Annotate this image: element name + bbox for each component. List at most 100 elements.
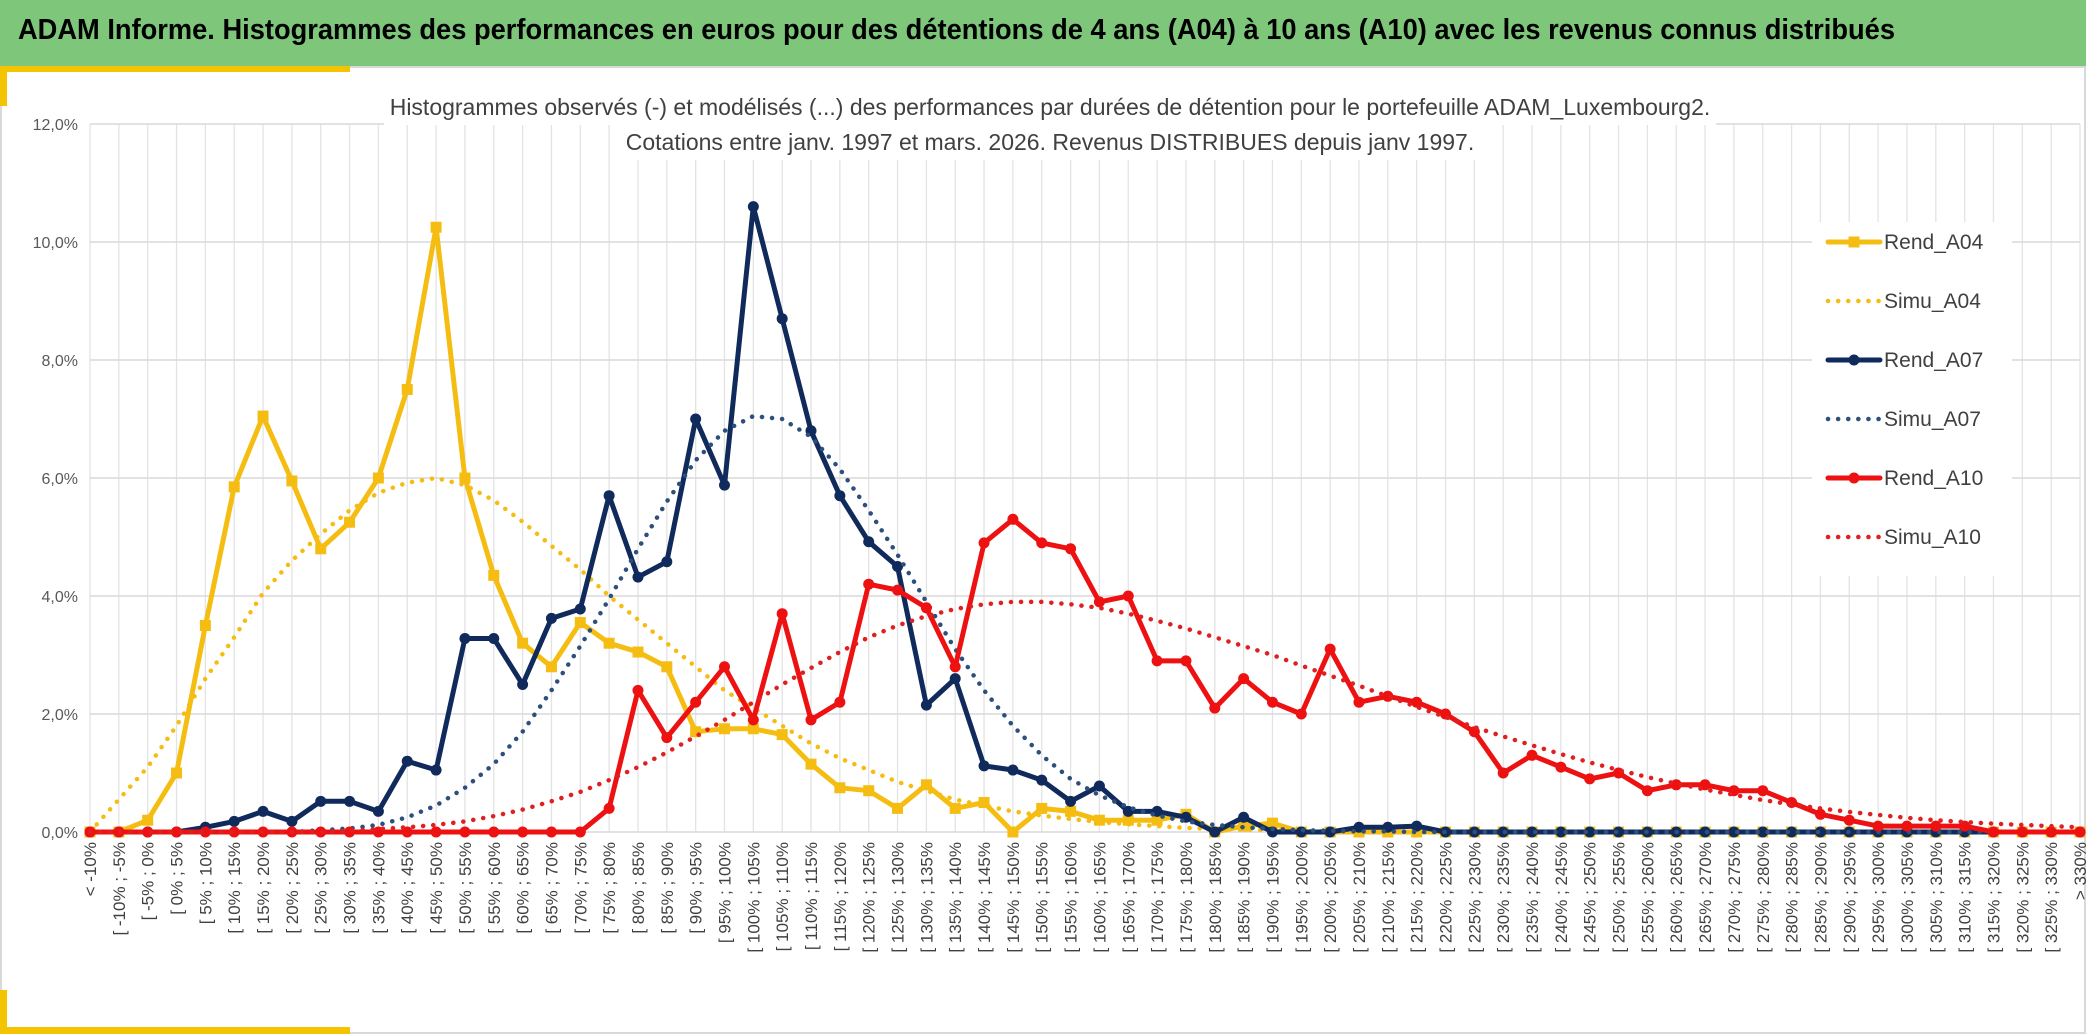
legend-swatch [1824, 291, 1884, 311]
data-point-rend_a10 [517, 827, 528, 838]
data-point-rend_a10 [661, 732, 672, 743]
data-point-rend_a07 [431, 765, 442, 776]
data-point-rend_a10 [546, 827, 557, 838]
chart-title: Histogrammes observés (-) et modélisés (… [320, 90, 1780, 160]
data-point-rend_a10 [777, 608, 788, 619]
data-point-rend_a04 [286, 475, 297, 486]
data-point-rend_a10 [1757, 785, 1768, 796]
data-point-rend_a07 [979, 760, 990, 771]
y-tick-label: 0,0% [42, 825, 78, 842]
x-tick-label: [ 225% ; 230% [1465, 842, 1484, 953]
data-point-rend_a10 [892, 585, 903, 596]
data-point-rend_a07 [604, 490, 615, 501]
x-tick-label: [ 100% ; 105% [744, 842, 763, 953]
legend-label: Rend_A04 [1884, 231, 1983, 255]
x-tick-label: [ 170% ; 175% [1148, 842, 1167, 953]
data-point-rend_a07 [258, 806, 269, 817]
data-point-rend_a10 [488, 827, 499, 838]
x-tick-label: > 330% [2071, 842, 2086, 900]
x-tick-label: [ 120% ; 125% [860, 842, 879, 953]
data-point-rend_a04 [488, 570, 499, 581]
data-point-rend_a04 [575, 617, 586, 628]
data-point-rend_a07 [1007, 765, 1018, 776]
x-tick-label: [ 190% ; 195% [1263, 842, 1282, 953]
x-tick-label: [ 325% ; 330% [2042, 842, 2061, 953]
data-point-rend_a10 [1844, 815, 1855, 826]
x-tick-label: [ 245% ; 250% [1581, 842, 1600, 953]
legend-item-rend_a10: Rend_A10 [1812, 458, 2012, 517]
x-tick-label: [ 115% ; 120% [831, 842, 850, 951]
legend-item-simu_a07: Simu_A07 [1812, 399, 2012, 458]
data-point-rend_a07 [344, 796, 355, 807]
data-point-rend_a04 [315, 543, 326, 554]
legend-item-rend_a04: Rend_A04 [1812, 222, 2012, 281]
data-point-rend_a07 [748, 201, 759, 212]
data-point-rend_a04 [431, 222, 442, 233]
data-point-rend_a04 [1065, 806, 1076, 817]
data-point-rend_a04 [546, 661, 557, 672]
data-point-rend_a10 [1325, 644, 1336, 655]
data-point-rend_a10 [459, 827, 470, 838]
x-tick-label: [ 125% ; 130% [889, 842, 908, 953]
data-point-rend_a04 [806, 759, 817, 770]
legend-item-simu_a10: Simu_A10 [1812, 517, 2012, 576]
x-tick-label: [ 75% ; 80% [600, 842, 619, 934]
data-point-rend_a04 [719, 723, 730, 734]
x-tick-label: [ 185% ; 190% [1235, 842, 1254, 953]
data-point-rend_a10 [1498, 768, 1509, 779]
data-point-rend_a04 [344, 517, 355, 528]
x-tick-label: [ 285% ; 290% [1811, 842, 1830, 953]
data-point-rend_a07 [719, 480, 730, 491]
x-tick-label: [ -10% ; -5% [110, 842, 129, 936]
legend-label: Rend_A07 [1884, 349, 1983, 373]
x-tick-label: [ 220% ; 225% [1437, 842, 1456, 953]
data-point-rend_a10 [1555, 762, 1566, 773]
x-tick-label: [ 5% ; 10% [196, 842, 215, 924]
legend-marker [1849, 355, 1860, 366]
data-point-rend_a10 [1642, 785, 1653, 796]
x-tick-label: [ 130% ; 135% [917, 842, 936, 953]
data-point-rend_a10 [604, 803, 615, 814]
x-tick-label: [ 255% ; 260% [1638, 842, 1657, 953]
x-tick-label: [ 80% ; 85% [629, 842, 648, 934]
chart-title-line-2: Cotations entre janv. 1997 et mars. 2026… [620, 125, 1480, 160]
data-point-rend_a10 [1873, 821, 1884, 832]
x-tick-label: [ 150% ; 155% [1033, 842, 1052, 953]
data-point-rend_a10 [1152, 655, 1163, 666]
data-point-rend_a10 [979, 537, 990, 548]
data-point-rend_a10 [921, 602, 932, 613]
data-point-rend_a07 [1209, 827, 1220, 838]
data-point-rend_a10 [632, 685, 643, 696]
x-tick-label: [ 230% ; 235% [1494, 842, 1513, 953]
x-tick-label: [ 295% ; 300% [1869, 842, 1888, 953]
x-tick-label: [ 280% ; 285% [1783, 842, 1802, 953]
x-tick-label: [ 0% ; 5% [168, 842, 187, 915]
data-point-rend_a04 [892, 803, 903, 814]
data-point-rend_a04 [950, 803, 961, 814]
x-tick-label: [ 270% ; 275% [1725, 842, 1744, 953]
x-tick-label: [ 275% ; 280% [1754, 842, 1773, 953]
data-point-rend_a10 [1988, 827, 1999, 838]
data-point-rend_a10 [719, 661, 730, 672]
data-point-rend_a04 [632, 647, 643, 658]
x-tick-label: [ 210% ; 215% [1379, 842, 1398, 953]
series-line-rend_a07 [90, 207, 2080, 832]
data-point-rend_a10 [575, 827, 586, 838]
data-point-rend_a04 [517, 638, 528, 649]
data-point-rend_a10 [1584, 773, 1595, 784]
x-tick-label: [ 145% ; 150% [1004, 842, 1023, 953]
x-tick-label: [ 300% ; 305% [1898, 842, 1917, 953]
x-tick-label: [ 290% ; 295% [1840, 842, 1859, 953]
series-line-rend_a10 [90, 519, 2080, 832]
x-tick-label: [ 315% ; 320% [1984, 842, 2003, 953]
data-point-rend_a07 [1094, 780, 1105, 791]
data-point-rend_a04 [229, 481, 240, 492]
y-tick-label: 2,0% [42, 707, 78, 724]
data-point-rend_a04 [258, 411, 269, 422]
y-tick-label: 6,0% [42, 471, 78, 488]
data-point-rend_a07 [315, 796, 326, 807]
x-tick-label: [ 320% ; 325% [2013, 842, 2032, 953]
data-point-rend_a10 [1267, 697, 1278, 708]
legend-item-simu_a04: Simu_A04 [1812, 281, 2012, 340]
x-tick-label: [ 95% ; 100% [715, 842, 734, 943]
